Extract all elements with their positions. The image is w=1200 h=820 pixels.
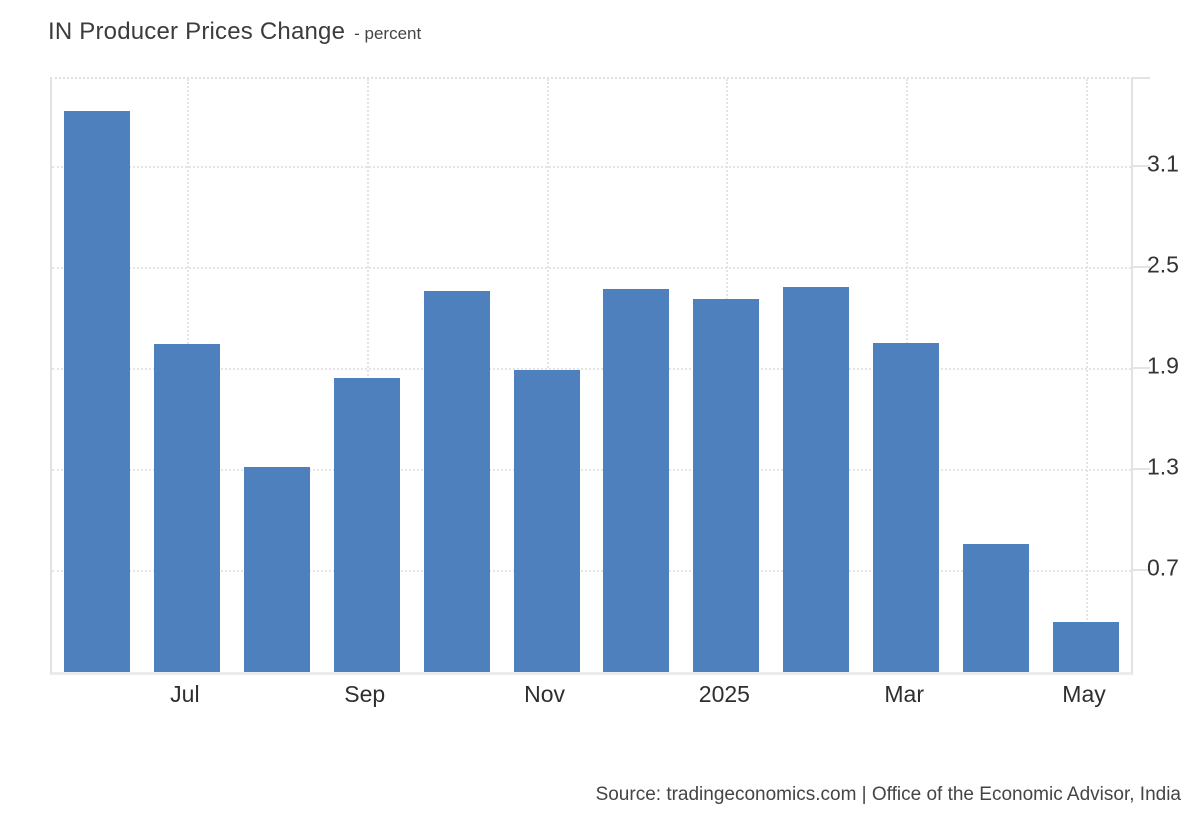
- plot-area: [50, 77, 1150, 675]
- gridline-horizontal: [52, 367, 1131, 370]
- y-axis-tick: [1133, 568, 1150, 571]
- gridline-vertical: [1086, 79, 1089, 672]
- bar-feb-2025[interactable]: [783, 287, 850, 672]
- source-text: Source: tradingeconomics.com | Office of…: [595, 784, 1181, 805]
- gridline-vertical: [366, 79, 369, 672]
- gridline-horizontal: [52, 569, 1131, 572]
- y-axis-tick: [1133, 165, 1150, 168]
- bar-nov-2024[interactable]: [513, 369, 580, 672]
- y-axis-label: 1.3: [1147, 453, 1179, 480]
- bar-may-2025[interactable]: [1053, 621, 1120, 672]
- chart-subtitle: - percent: [354, 24, 422, 43]
- y-axis-label: 3.1: [1147, 150, 1179, 177]
- y-axis-tick: [1133, 366, 1150, 369]
- x-axis-label: Jul: [170, 681, 200, 707]
- chart-header: IN Producer Prices Change - percent: [48, 18, 421, 46]
- x-axis-label: Sep: [344, 681, 386, 707]
- y-axis-tick: [1133, 266, 1150, 269]
- x-axis-label: 2025: [698, 681, 750, 707]
- chart-title: IN Producer Prices Change: [48, 18, 346, 45]
- bar-oct-2024[interactable]: [423, 290, 490, 672]
- bar-sep-2024[interactable]: [333, 378, 400, 672]
- x-axis-label: Nov: [524, 681, 565, 707]
- bar-mar-2025[interactable]: [873, 342, 940, 672]
- y-axis-tick: [1133, 77, 1150, 79]
- y-axis-label: 0.7: [1147, 554, 1179, 581]
- y-axis-label: 2.5: [1147, 251, 1179, 278]
- gridline-horizontal: [52, 267, 1131, 270]
- bar-jan-2025[interactable]: [693, 299, 760, 672]
- bar-dec-2024[interactable]: [603, 289, 670, 672]
- gridline-horizontal: [52, 166, 1131, 169]
- x-axis-label: May: [1062, 681, 1106, 707]
- bar-apr-2025[interactable]: [963, 544, 1030, 672]
- gridline-horizontal: [52, 468, 1131, 471]
- x-axis: Jul Sep Nov 2025 Mar May: [50, 673, 1129, 715]
- bar-aug-2024[interactable]: [243, 467, 310, 672]
- bar-jul-2024[interactable]: [153, 344, 220, 672]
- y-axis-tick: [1133, 467, 1150, 470]
- bar-jun-2024[interactable]: [63, 110, 130, 672]
- y-axis: 3.1 2.5 1.9 1.3 0.7: [1147, 77, 1200, 670]
- x-axis-label: Mar: [884, 681, 925, 707]
- y-axis-label: 1.9: [1147, 352, 1179, 379]
